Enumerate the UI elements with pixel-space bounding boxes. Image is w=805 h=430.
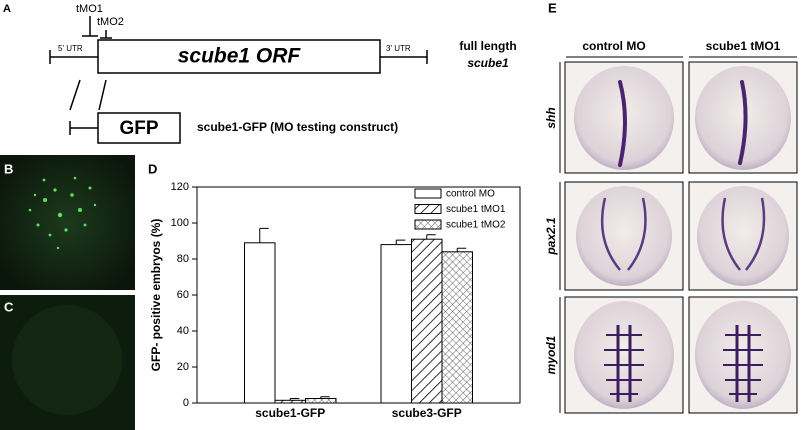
error-bar xyxy=(426,234,436,240)
in-situ-panels xyxy=(559,56,798,414)
error-bar xyxy=(320,396,330,399)
gfp-label: GFP xyxy=(119,118,158,139)
bar-chart: 0 20 40 60 80 100 120 GFP- positive embryos (%)… xyxy=(149,181,521,420)
y-tick-label: 60 xyxy=(177,289,189,301)
construct-label: scube1-GFP (MO testing construct) xyxy=(197,120,398,134)
panel-label: D xyxy=(148,161,157,176)
bar xyxy=(380,244,412,404)
y-tick-label: 40 xyxy=(177,325,189,337)
error-bar xyxy=(289,398,300,401)
legend-swatch xyxy=(414,188,442,199)
bar xyxy=(274,399,306,404)
embryo xyxy=(12,305,122,415)
orf-label: scube1 ORF xyxy=(178,45,302,68)
utr-label: 3' UTR xyxy=(386,44,411,53)
y-tick-label: 20 xyxy=(177,361,189,373)
x-tick-label: scube3-GFP xyxy=(392,406,462,420)
bar xyxy=(441,251,473,404)
legend-label: scube1 tMO1 xyxy=(446,204,506,215)
bar xyxy=(244,242,276,404)
error-bar xyxy=(395,239,406,245)
column-label: scube1 tMO1 xyxy=(706,39,781,53)
y-tick-label: 100 xyxy=(171,217,189,229)
utr-label: 5' UTR xyxy=(58,44,83,53)
panel-label: B xyxy=(4,161,13,176)
legend-swatch xyxy=(414,219,442,230)
error-bar xyxy=(259,227,269,243)
row-label: pax2.1 xyxy=(544,217,558,256)
panel-a xyxy=(49,16,428,144)
column-label: control MO xyxy=(582,39,645,53)
legend-label: control MO xyxy=(446,189,495,200)
gfp-signal xyxy=(28,176,97,250)
panel-label: C xyxy=(4,299,14,314)
legend-swatch xyxy=(414,204,442,214)
y-axis-label: GFP- positive embryos (%) xyxy=(149,219,163,372)
y-tick-label: 80 xyxy=(177,253,189,265)
panel-label: E xyxy=(548,0,557,15)
row-label: myod1 xyxy=(544,335,558,374)
tmo1-label: tMO1 xyxy=(76,3,103,15)
bar xyxy=(411,238,443,404)
construct-label: full length xyxy=(459,39,516,53)
row-label: shh xyxy=(544,107,558,128)
construct-label: scube1 xyxy=(467,56,509,70)
x-tick-label: scube1-GFP xyxy=(255,406,325,420)
micrograph xyxy=(0,155,135,290)
y-tick-label: 120 xyxy=(171,181,189,193)
bar xyxy=(305,398,337,404)
tmo2-label: tMO2 xyxy=(97,16,124,28)
panel-label: A xyxy=(3,3,11,15)
y-tick-label: 0 xyxy=(183,397,189,409)
legend-label: scube1 tMO2 xyxy=(446,220,506,231)
error-bar xyxy=(456,247,467,252)
